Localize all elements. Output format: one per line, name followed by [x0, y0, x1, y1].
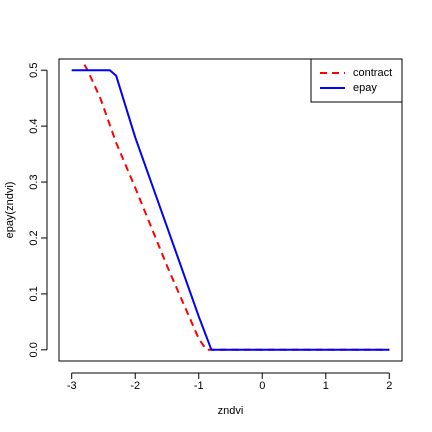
x-tick-label: 0	[259, 380, 265, 392]
x-axis: -3 -2 -1 0 1 2	[67, 372, 392, 392]
y-tick-label: 0.0	[28, 342, 40, 357]
legend: contract epay	[310, 58, 403, 103]
series-line-contract	[83, 64, 390, 351]
plot-frame	[58, 58, 403, 362]
x-tick-label: 2	[386, 380, 392, 392]
y-tick-label: 0.2	[28, 230, 40, 245]
x-tick-label: 1	[323, 380, 329, 392]
y-axis-label: epay(zndvi)	[4, 182, 16, 239]
y-tick-label: 0.4	[28, 118, 40, 133]
y-tick-label: 0.1	[28, 286, 40, 301]
x-tick-label: -1	[194, 380, 204, 392]
legend-box	[310, 58, 403, 103]
legend-label-epay: epay	[353, 82, 377, 94]
x-axis-label: zndvi	[218, 405, 244, 417]
series-layer	[71, 64, 390, 351]
y-tick-label: 0.3	[28, 174, 40, 189]
x-tick-label: -3	[67, 380, 77, 392]
y-tick-label: 0.5	[28, 63, 40, 78]
series-line-epay	[71, 69, 390, 351]
legend-label-contract: contract	[353, 67, 392, 79]
y-axis: 0.0 0.1 0.2 0.3 0.4 0.5	[28, 63, 48, 357]
x-tick-label: -2	[130, 380, 140, 392]
